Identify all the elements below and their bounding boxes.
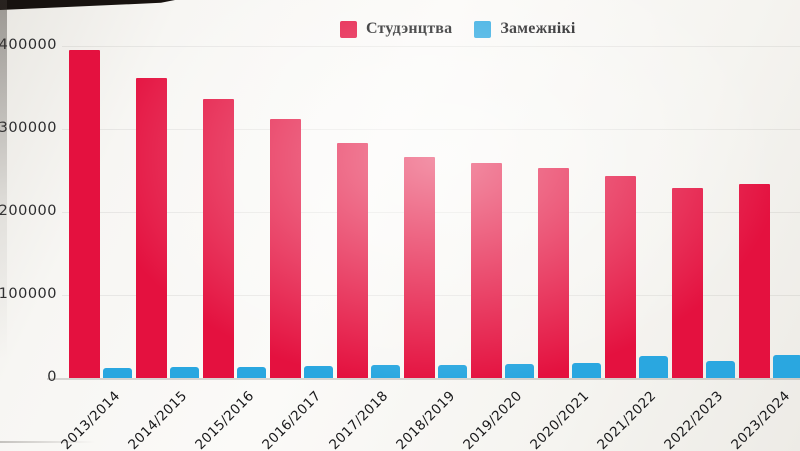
foreigners-bar-2017-2018 [371, 364, 400, 378]
students-bar-2014-2015 [136, 77, 167, 378]
y-axis-tick-label: 200000 [0, 203, 57, 219]
students-bar-2023-2024 [739, 183, 770, 378]
y-axis-tick-label: 0 [47, 369, 57, 385]
students-bar-2015-2016 [203, 99, 234, 378]
foreigners-bar-2018-2019 [438, 364, 467, 378]
foreigners-bar-2022-2023 [706, 361, 735, 378]
students-bar-2013-2014 [69, 50, 100, 378]
foreigners-bar-2019-2020 [505, 363, 534, 378]
students-bar-2017-2018 [337, 143, 368, 378]
foreigners-bar-2016-2017 [304, 365, 333, 378]
legend-item-students: Студэнцтва [340, 20, 452, 38]
students-bar-2021-2022 [605, 176, 636, 378]
photo-border-left-shadow [0, 0, 7, 360]
gridline-400000 [62, 45, 800, 47]
photo-border-bottom-shadow [0, 441, 95, 443]
legend-label-foreigners: Замежнікі [500, 20, 576, 37]
x-axis-baseline [47, 378, 800, 380]
foreigners-bar-2020-2021 [572, 362, 601, 378]
foreigners-bar-2023-2024 [773, 354, 800, 378]
y-axis-tick-label: 400000 [0, 37, 57, 53]
students-bar-2018-2019 [404, 157, 435, 378]
legend-item-foreigners: Замежнікі [474, 20, 575, 38]
y-axis-tick-label: 300000 [0, 120, 57, 136]
foreigners-bar-2021-2022 [639, 356, 668, 378]
gridline-300000 [62, 128, 800, 130]
students-bar-2019-2020 [471, 163, 502, 378]
students-color-swatch [340, 20, 357, 38]
students-bar-2020-2021 [538, 168, 569, 378]
foreigners-color-swatch [474, 20, 492, 38]
chart-legend: Студэнцтва Замежнікі [340, 20, 576, 38]
foreigners-bar-2014-2015 [170, 367, 199, 378]
foreigners-bar-2013-2014 [103, 368, 132, 378]
students-bar-2022-2023 [672, 187, 703, 378]
foreigners-bar-2015-2016 [237, 366, 266, 378]
y-axis-tick-label: 100000 [0, 286, 57, 302]
students-bar-2016-2017 [270, 119, 301, 378]
legend-label-students: Студэнцтва [366, 20, 453, 37]
